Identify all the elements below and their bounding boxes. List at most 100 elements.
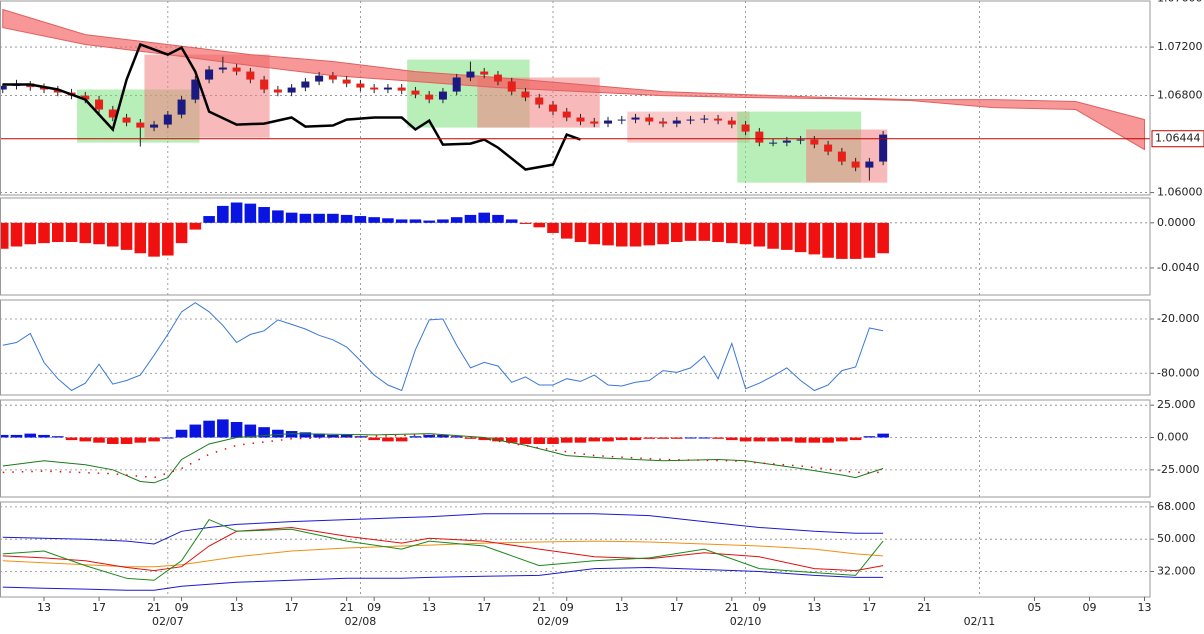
- y-tick-label: -0.0040: [1157, 261, 1199, 274]
- y-tick-label: 25.000: [1157, 398, 1196, 411]
- candle-body: [438, 91, 447, 100]
- histogram-bar: [643, 437, 656, 439]
- histogram-bar: [217, 205, 229, 223]
- histogram-bar: [519, 437, 532, 444]
- histogram-bar: [849, 222, 862, 259]
- y-tick-label: -80.000: [1157, 366, 1199, 379]
- y-tick-label: 1.06000: [1157, 186, 1203, 199]
- histogram-bar: [533, 437, 546, 444]
- candle-body: [810, 139, 819, 145]
- panel-frame: [0, 197, 1151, 296]
- histogram-bar: [24, 222, 37, 245]
- candle-body: [260, 79, 269, 90]
- candle-body: [686, 119, 695, 121]
- histogram-bar: [354, 216, 367, 223]
- candle-body: [631, 117, 640, 120]
- candle-body: [383, 87, 392, 90]
- candle-body: [273, 89, 282, 93]
- candle-body: [425, 94, 434, 100]
- candle-body: [108, 109, 117, 118]
- histogram-bar: [726, 437, 738, 441]
- histogram-bar: [285, 431, 298, 438]
- histogram-bar: [863, 436, 876, 438]
- histogram-bar: [327, 434, 339, 438]
- histogram-bar: [395, 219, 408, 223]
- x-tick-label: 09: [367, 601, 381, 614]
- x-tick-label: 13: [230, 601, 244, 614]
- panel-frame: [0, 0, 1151, 196]
- histogram-bar: [51, 436, 64, 438]
- candle-body: [521, 91, 530, 98]
- series-line: [2, 566, 884, 591]
- histogram-bar: [657, 437, 669, 439]
- histogram-bar: [120, 437, 133, 444]
- histogram-bar: [313, 433, 325, 438]
- x-tick-label: 21: [532, 601, 546, 614]
- histogram-bar: [65, 222, 78, 242]
- histogram-bar: [794, 437, 807, 443]
- candle-body: [452, 77, 461, 92]
- histogram-bar: [822, 222, 834, 258]
- x-tick-label: 13: [615, 601, 629, 614]
- histogram-bar: [340, 214, 353, 223]
- histogram-bar: [79, 222, 92, 244]
- histogram-bar: [684, 437, 697, 439]
- panel-frame: [0, 399, 1151, 498]
- histogram-bar: [244, 203, 257, 223]
- y-tick-label: 50.000: [1157, 532, 1196, 545]
- x-tick-label: 09: [175, 601, 189, 614]
- histogram-bar: [877, 433, 889, 438]
- histogram-bar: [107, 437, 119, 444]
- histogram-bar: [781, 437, 793, 442]
- x-tick-label: 17: [477, 601, 491, 614]
- histogram-bar: [10, 434, 23, 438]
- panel: [0, 1, 1150, 195]
- candle-body: [837, 151, 846, 162]
- candle-body: [122, 117, 131, 123]
- candle-body: [480, 71, 489, 75]
- histogram-bar: [175, 222, 188, 244]
- candle-body: [507, 81, 516, 92]
- series-line: [2, 302, 884, 392]
- candle-body: [315, 75, 324, 82]
- histogram-bar: [753, 437, 766, 442]
- x-tick-label: 17: [285, 601, 299, 614]
- histogram-bar: [767, 222, 779, 249]
- histogram-bar: [849, 437, 862, 441]
- candle-body: [865, 161, 874, 168]
- candle-body: [535, 97, 544, 105]
- histogram-bar: [368, 217, 380, 223]
- histogram-bar: [203, 420, 215, 438]
- histogram-bar: [767, 437, 779, 442]
- candle-body: [617, 119, 626, 121]
- histogram-bar: [272, 429, 284, 438]
- candle-body: [796, 139, 805, 141]
- y-tick-label: -25.000: [1157, 463, 1199, 476]
- histogram-bar: [217, 419, 229, 438]
- candle-body: [659, 121, 668, 124]
- histogram-bar: [753, 222, 766, 247]
- panel: [0, 300, 1150, 395]
- candle-body: [232, 67, 241, 72]
- candle-body: [163, 114, 172, 125]
- histogram-bar: [65, 437, 78, 441]
- candle-body: [81, 95, 90, 100]
- y-tick-label: 32.000: [1157, 564, 1196, 577]
- candle-body: [411, 90, 420, 95]
- x-tick-label: 17: [862, 601, 876, 614]
- histogram-bar: [107, 222, 119, 247]
- histogram-bar: [464, 214, 477, 223]
- histogram-bar: [437, 219, 449, 223]
- histogram-bar: [574, 222, 587, 242]
- candle-body: [645, 117, 654, 122]
- histogram-bar: [189, 222, 202, 230]
- series-line: [2, 526, 884, 572]
- histogram-bar: [93, 222, 105, 245]
- histogram-bar: [93, 437, 105, 443]
- histogram-bar: [588, 222, 601, 245]
- candle-body: [218, 67, 227, 70]
- y-tick-label: 0.0000: [1157, 216, 1196, 229]
- histogram-bar: [148, 222, 160, 257]
- histogram-bar: [79, 437, 92, 442]
- date-label: 02/07: [152, 615, 184, 628]
